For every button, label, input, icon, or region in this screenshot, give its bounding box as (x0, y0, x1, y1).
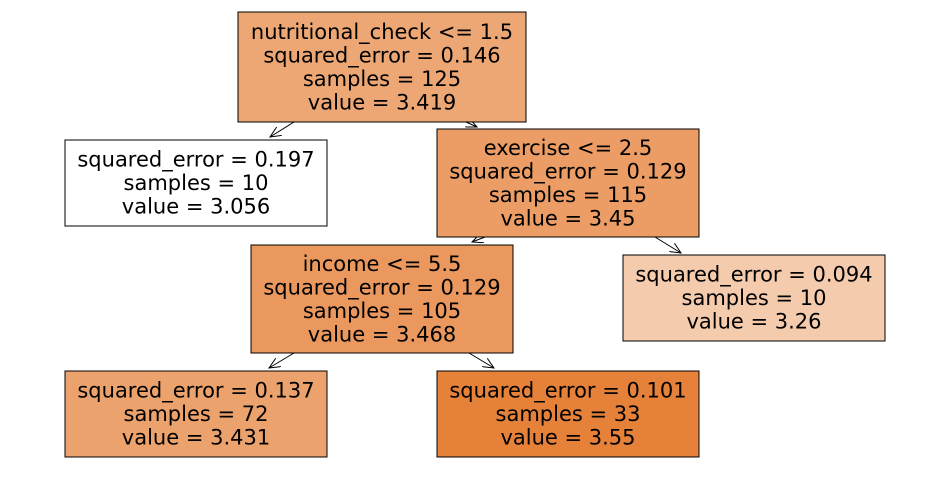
node-line: value = 3.26 (686, 310, 821, 334)
node-line: value = 3.55 (500, 426, 635, 450)
node-line: squared_error = 0.094 (635, 263, 872, 288)
node-line: value = 3.056 (122, 195, 270, 219)
edge-exercise-split-to-right-leaf (654, 236, 681, 253)
node-line: samples = 125 (303, 67, 461, 91)
node-line: squared_error = 0.129 (263, 275, 500, 300)
node-line: value = 3.45 (500, 206, 635, 230)
tree-edges (269, 122, 681, 368)
node-line: squared_error = 0.101 (449, 379, 686, 404)
node-box (64, 370, 328, 458)
node-line: value = 3.468 (308, 322, 456, 346)
edge-root-to-exercise-split (466, 122, 477, 127)
edge-exercise-split-to-income-split (472, 237, 486, 242)
node-line: samples = 105 (303, 299, 461, 323)
node-box (436, 370, 700, 458)
node-box (250, 244, 514, 354)
node-line: squared_error = 0.129 (449, 159, 686, 184)
node-line: income <= 5.5 (303, 252, 462, 276)
node-box (237, 11, 527, 123)
edge-root-to-left-leaf (270, 121, 295, 137)
node-line: squared_error = 0.137 (77, 379, 314, 404)
node-box (436, 128, 700, 238)
node-line: samples = 33 (496, 402, 641, 426)
node-line: value = 3.431 (122, 426, 270, 450)
node-line: samples = 115 (489, 183, 647, 207)
edge-income-split-to-income-left-leaf (269, 352, 295, 368)
node-line: samples = 10 (124, 171, 269, 195)
node-line: value = 3.419 (308, 90, 456, 114)
node-line: samples = 72 (124, 402, 269, 426)
node-line: samples = 10 (682, 286, 827, 310)
node-box (622, 254, 886, 342)
node-line: squared_error = 0.197 (77, 148, 314, 173)
edge-income-split-to-income-right-leaf (468, 352, 494, 368)
node-line: squared_error = 0.146 (263, 43, 500, 68)
node-box (64, 139, 328, 227)
node-line: nutritional_check <= 1.5 (251, 20, 513, 45)
node-line: exercise <= 2.5 (484, 136, 653, 160)
